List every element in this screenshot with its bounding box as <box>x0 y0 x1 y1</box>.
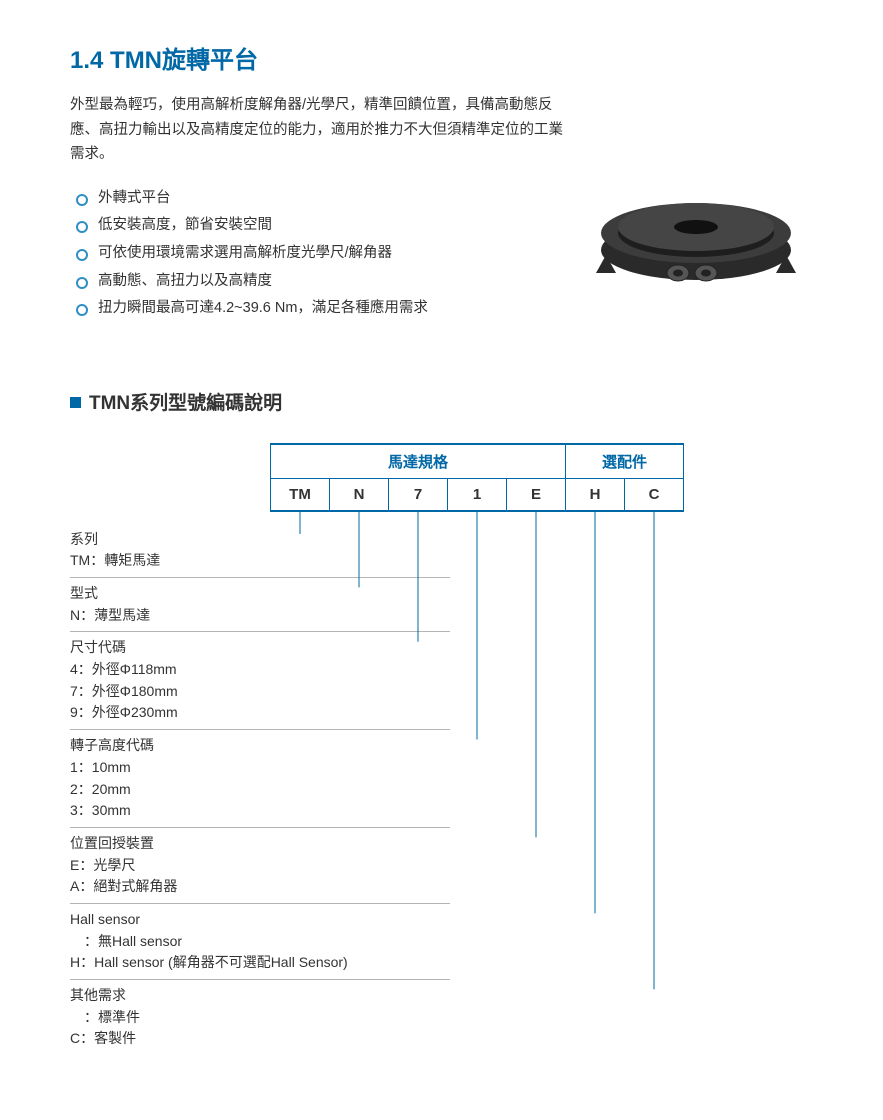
desc-line: E：光學尺 <box>70 855 450 877</box>
desc-line: 9：外徑Φ230mm <box>70 702 450 724</box>
code-cell: 7 <box>389 478 448 511</box>
desc-block: 其他需求 ：標準件C：客製件 <box>70 979 450 1055</box>
desc-line: 1：10mm <box>70 757 450 779</box>
desc-line: ：無Hall sensor <box>70 931 450 953</box>
desc-title: Hall sensor <box>70 909 450 931</box>
desc-line: H：Hall sensor (解角器不可選配Hall Sensor) <box>70 952 450 974</box>
desc-line: 3：30mm <box>70 800 450 822</box>
desc-block: 轉子高度代碼1：10mm2：20mm3：30mm <box>70 729 450 827</box>
desc-block: 尺寸代碼4：外徑Φ118mm7：外徑Φ180mm9：外徑Φ230mm <box>70 631 450 729</box>
group-header: 馬達規格 <box>271 444 566 479</box>
desc-title: 位置回授裝置 <box>70 833 450 855</box>
desc-title: 型式 <box>70 583 450 605</box>
code-cell: E <box>507 478 566 511</box>
coding-subheading: TMN系列型號編碼說明 <box>70 388 813 415</box>
code-cell: H <box>566 478 625 511</box>
desc-block: Hall sensor ：無Hall sensorH：Hall sensor (… <box>70 903 450 979</box>
desc-line: ：標準件 <box>70 1007 450 1029</box>
desc-line: N：薄型馬達 <box>70 605 450 627</box>
group-header: 選配件 <box>566 444 684 479</box>
desc-line: 4：外徑Φ118mm <box>70 659 450 681</box>
desc-line: 7：外徑Φ180mm <box>70 681 450 703</box>
desc-title: 轉子高度代碼 <box>70 735 450 757</box>
code-cell: TM <box>271 478 330 511</box>
desc-title: 其他需求 <box>70 985 450 1007</box>
desc-line: C：客製件 <box>70 1028 450 1050</box>
desc-line: A：絕對式解角器 <box>70 876 450 898</box>
desc-block: 型式N：薄型馬達 <box>70 577 450 631</box>
coding-table: 馬達規格選配件 TMN71EHC <box>270 443 684 512</box>
code-cell: N <box>330 478 389 511</box>
coding-diagram: 馬達規格選配件 TMN71EHC 系列TM：轉矩馬達型式N：薄型馬達尺寸代碼4：… <box>70 443 813 1055</box>
desc-line: TM：轉矩馬達 <box>70 550 450 572</box>
desc-line: 2：20mm <box>70 779 450 801</box>
code-cell: 1 <box>448 478 507 511</box>
product-image <box>578 155 813 315</box>
desc-block: 位置回授裝置E：光學尺A：絕對式解角器 <box>70 827 450 903</box>
desc-block: 系列TM：轉矩馬達 <box>70 524 450 577</box>
desc-title: 系列 <box>70 529 450 551</box>
desc-title: 尺寸代碼 <box>70 637 450 659</box>
code-cell: C <box>625 478 684 511</box>
page-title: 1.4 TMN旋轉平台 <box>70 40 813 75</box>
